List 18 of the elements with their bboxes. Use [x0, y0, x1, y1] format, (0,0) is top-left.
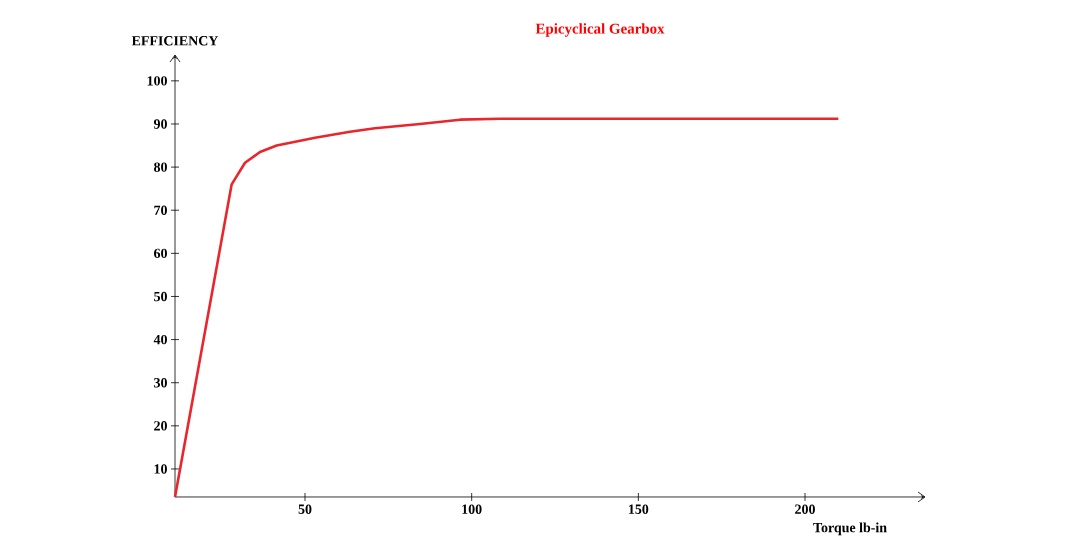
y-tick-label: 50: [154, 291, 167, 302]
y-tick-label: 90: [153, 119, 167, 129]
y-tick-label: 30: [154, 378, 167, 388]
chart-title: Epicyclical Gearbox: [535, 23, 665, 37]
x-axis-title: Torque lb-in: [813, 522, 887, 536]
line-series: [173, 117, 840, 499]
x-tick-label: 200: [795, 504, 815, 514]
y-tick-label: 10: [154, 464, 167, 474]
y-tick-label: 40: [153, 334, 167, 345]
y-tick-label: 70: [154, 205, 167, 215]
x-tick-label: 150: [629, 504, 649, 514]
y-tick-label: 20: [154, 421, 167, 431]
y-tick-label: 100: [147, 76, 167, 86]
y-axis-title: EFFICIENCY: [131, 36, 219, 46]
y-tick-label: 60: [154, 248, 167, 259]
x-tick-label: 100: [462, 504, 482, 514]
x-tick-label: 50: [298, 504, 312, 514]
y-tick-label: 80: [154, 162, 167, 172]
